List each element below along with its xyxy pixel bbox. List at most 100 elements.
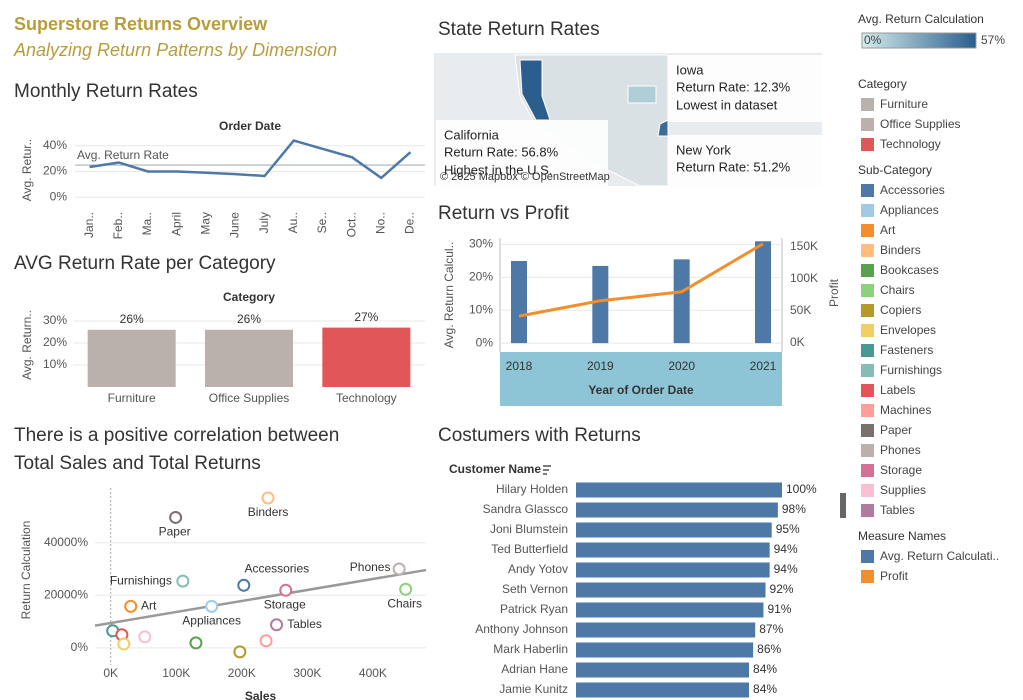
- legend-label[interactable]: Fasteners: [880, 343, 933, 357]
- legend-label[interactable]: Furniture: [880, 97, 928, 111]
- annotation-note: Lowest in dataset: [676, 97, 778, 112]
- scrollbar[interactable]: [840, 493, 846, 518]
- legend-label[interactable]: Labels: [880, 383, 915, 397]
- value-label: 84%: [753, 682, 777, 696]
- annotation-text: Return Rate: 12.3%: [676, 79, 791, 94]
- legend-label[interactable]: Accessories: [880, 183, 945, 197]
- legend-label[interactable]: Machines: [880, 403, 931, 417]
- axis-title: Order Date: [219, 119, 281, 133]
- value-label: 91%: [767, 602, 791, 616]
- bar: [511, 260, 527, 344]
- legend-label[interactable]: Tables: [880, 503, 915, 517]
- legend-swatch: [861, 244, 874, 257]
- point: [233, 645, 247, 659]
- legend-swatch: [861, 138, 874, 151]
- legend-label[interactable]: Phones: [880, 443, 921, 457]
- legend-label[interactable]: Copiers: [880, 303, 921, 317]
- legend-swatch: [861, 324, 874, 337]
- x-tick-label: Furniture: [108, 391, 156, 405]
- y-tick-label: Hilary Holden: [496, 482, 568, 496]
- value-label: 100%: [786, 482, 817, 496]
- y-tick-label: Adrian Hane: [501, 662, 568, 676]
- legend-label[interactable]: Storage: [880, 463, 922, 477]
- legend-label[interactable]: Supplies: [880, 483, 926, 497]
- x-tick-label: De..: [403, 212, 417, 234]
- bar: [673, 259, 690, 344]
- chart-title: State Return Rates: [438, 19, 600, 40]
- legend-label[interactable]: Office Supplies: [880, 117, 961, 131]
- x-tick-label: Se..: [315, 212, 329, 233]
- x-tick-label: 200K: [228, 666, 256, 680]
- y-tick-label: 30%: [43, 313, 67, 327]
- legend-max-label: 57%: [981, 33, 1005, 47]
- point: [237, 578, 251, 592]
- legend-swatch: [861, 404, 874, 417]
- legend-swatch: [861, 550, 874, 563]
- line-series: [518, 242, 764, 318]
- legend-label[interactable]: Appliances: [880, 203, 939, 217]
- annotation-title: New York: [676, 142, 731, 157]
- value-label: 26%: [120, 312, 144, 326]
- chart-title: Monthly Return Rates: [14, 81, 198, 102]
- x-tick-label: Au..: [286, 212, 300, 233]
- y-tick-label: 20000%: [44, 587, 88, 601]
- x-tick-label: 300K: [293, 666, 321, 680]
- legend-label[interactable]: Profit: [880, 569, 909, 583]
- point: [279, 583, 293, 597]
- legend-swatch: [861, 98, 874, 111]
- legend-label[interactable]: Bookcases: [880, 263, 939, 277]
- point: [259, 634, 273, 648]
- x-tick-label: Ma..: [140, 212, 154, 235]
- legend-label[interactable]: Envelopes: [880, 323, 936, 337]
- value-label: 94%: [774, 542, 798, 556]
- annotation-note: Highest in the U.S.: [444, 162, 552, 177]
- x-tick-label: Office Supplies: [209, 391, 290, 405]
- point: [261, 491, 275, 505]
- point: [189, 636, 203, 650]
- legend-title: Category: [858, 77, 907, 91]
- legend-label[interactable]: Furnishings: [880, 363, 942, 377]
- bar: [322, 327, 411, 387]
- legend-swatch: [861, 424, 874, 437]
- legend-swatch: [861, 504, 874, 517]
- bar: [576, 542, 770, 558]
- y-tick-label: 40000%: [44, 535, 88, 549]
- y-tick-label: 0%: [476, 335, 494, 349]
- annotation-box: [668, 135, 822, 186]
- legend-swatch: [861, 384, 874, 397]
- legend-swatch: [861, 444, 874, 457]
- legend-label[interactable]: Paper: [880, 423, 912, 437]
- y-tick-label: 30%: [469, 237, 493, 251]
- axis-title: Year of Order Date: [588, 383, 694, 397]
- y-tick-label: Joni Blumstein: [490, 522, 568, 536]
- x-tick-label: July: [257, 212, 271, 233]
- chart-title: Return vs Profit: [438, 203, 570, 224]
- legend-label[interactable]: Avg. Return Calculati..: [880, 549, 999, 563]
- y-tick-label: 50K: [790, 303, 811, 317]
- legend-label[interactable]: Binders: [880, 243, 921, 257]
- legend-min-label: 0%: [864, 33, 882, 47]
- legend-label[interactable]: Technology: [880, 137, 941, 151]
- dashboard-subtitle: Analyzing Return Patterns by Dimension: [13, 40, 337, 60]
- trend-line: [94, 568, 427, 627]
- point: [117, 637, 131, 651]
- point: [270, 618, 284, 632]
- axis-title: Customer Name: [449, 462, 541, 476]
- x-tick-label: May: [198, 212, 212, 235]
- axis-title: Sales: [245, 689, 277, 700]
- point: [392, 562, 406, 576]
- legend-label[interactable]: Art: [880, 223, 896, 237]
- axis-title: Avg. Return..: [20, 310, 34, 380]
- value-label: 26%: [237, 312, 261, 326]
- bar: [576, 522, 772, 538]
- legend-swatch: [861, 484, 874, 497]
- chart-title: There is a positive correlation between: [14, 425, 339, 446]
- legend-label[interactable]: Chairs: [880, 283, 915, 297]
- point-label: Paper: [159, 525, 191, 539]
- axis-title: Avg. Retur..: [20, 139, 34, 201]
- x-tick-label: Jan..: [82, 212, 96, 238]
- chart-title: Total Sales and Total Returns: [14, 453, 261, 474]
- bar: [576, 682, 750, 698]
- y-tick-label: 100K: [790, 271, 818, 285]
